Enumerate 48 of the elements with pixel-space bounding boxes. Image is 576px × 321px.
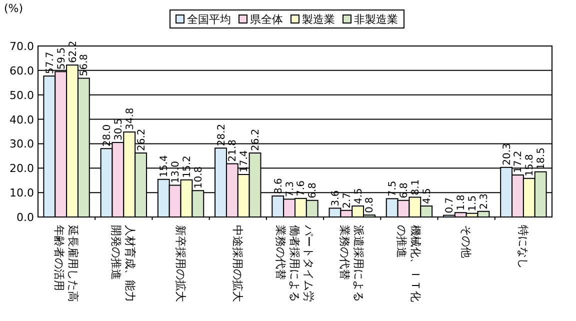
data-label: 6.8 (308, 182, 319, 198)
data-label: 15.4 (159, 155, 170, 178)
y-tick-label: 20.0 (10, 162, 34, 176)
data-label: 3.6 (330, 190, 342, 206)
data-label: 28.0 (102, 124, 114, 147)
data-label: 59.5 (56, 47, 68, 70)
legend-label: 非製造業 (354, 13, 398, 26)
y-tick-label: 0.0 (16, 211, 34, 224)
y-tick-label: 70.0 (10, 40, 34, 53)
x-tick-label: 機械化、ＩＴ化の推進 (395, 225, 422, 302)
x-tick-label: 特になし (516, 225, 530, 269)
y-tick-label: 30.0 (10, 138, 34, 151)
data-label: 0.7 (444, 197, 456, 214)
data-label: 0.8 (364, 197, 376, 214)
legend-label: 県全体 (250, 13, 283, 26)
data-label: 56.8 (79, 54, 90, 76)
data-label: 13.0 (170, 160, 182, 184)
x-tick-label: 中途採用の拡大 (230, 225, 244, 302)
y-tick-label: 50.0 (10, 88, 34, 102)
x-tick-label: パートタイム労働者採用による業務の代替 (274, 224, 315, 302)
data-label: 17.4 (239, 150, 250, 172)
y-tick-label: 40.0 (10, 113, 34, 126)
x-tick-label: 人材育成、能力開発の推進 (110, 225, 137, 302)
legend-label: 全国平均 (187, 13, 231, 26)
x-tick-label: その他 (459, 225, 472, 258)
data-label: 15.8 (524, 154, 536, 176)
data-label: 6.8 (399, 182, 410, 198)
data-label: 30.5 (113, 118, 124, 140)
data-label: 57.7 (44, 52, 56, 74)
data-label: 1.8 (456, 194, 468, 211)
y-tick-label: 60.0 (10, 64, 34, 78)
data-label: 2.3 (478, 193, 490, 210)
y-axis-title: (%) (4, 2, 24, 15)
data-label: 26.2 (136, 128, 148, 151)
data-label: 18.5 (536, 148, 548, 170)
data-label: 17.2 (513, 150, 524, 173)
x-tick-label: 派遣採用による業務の代替 (338, 225, 366, 302)
data-label: 28.2 (216, 124, 228, 146)
data-label: 20.3 (502, 143, 513, 166)
data-label: 21.8 (228, 139, 239, 162)
data-label: 2.7 (342, 192, 353, 208)
data-label: 1.5 (468, 195, 479, 212)
legend-label: 製造業 (302, 13, 335, 26)
data-label: 26.2 (250, 128, 262, 151)
x-tick-label: 新卒採用の拡大 (174, 225, 187, 302)
data-label: 15.2 (182, 156, 193, 178)
x-tick-label: 延長雇用した高年齢者の活用 (52, 224, 80, 302)
y-tick-label: 10.0 (10, 186, 34, 200)
